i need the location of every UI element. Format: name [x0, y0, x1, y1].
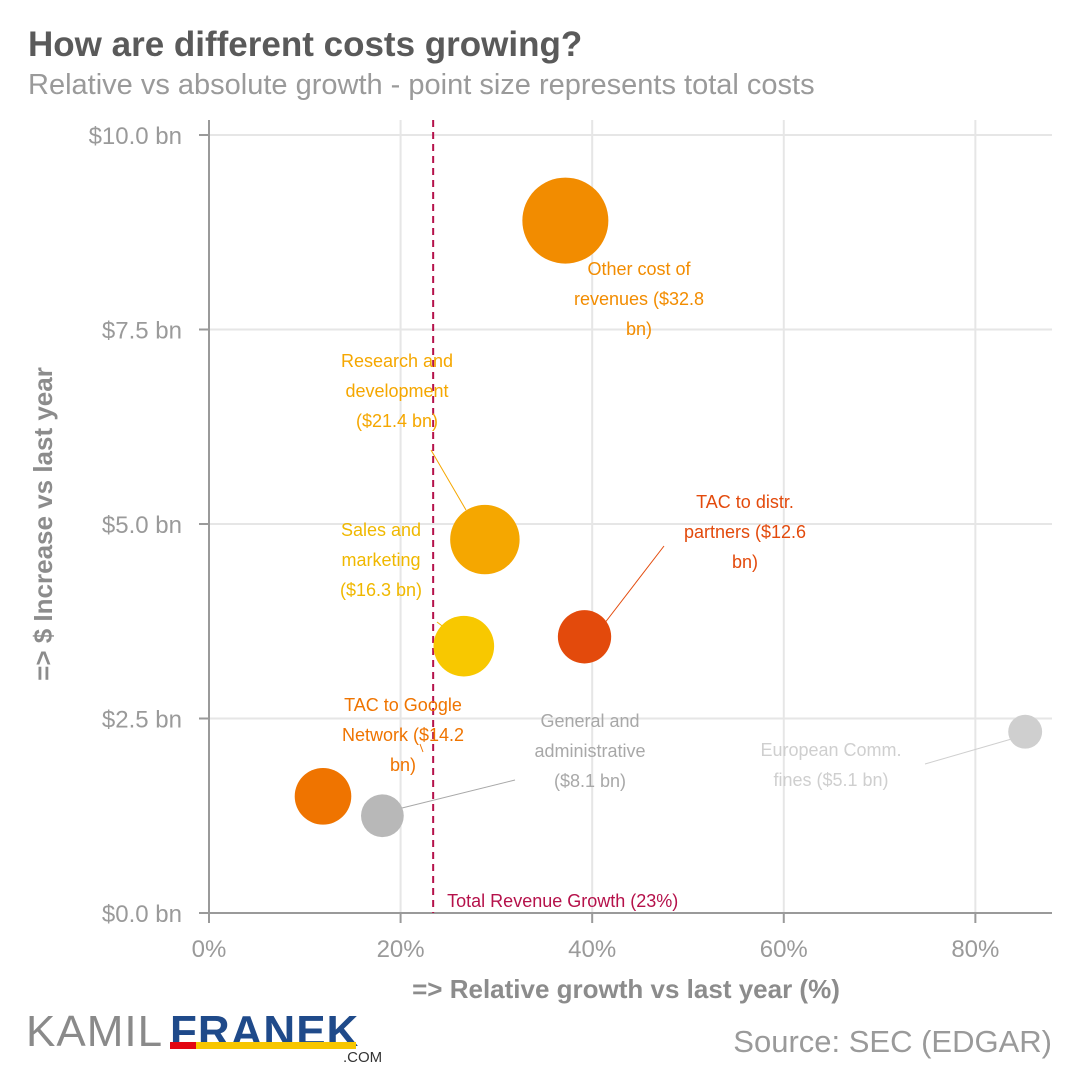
point-label: European Comm. — [760, 740, 901, 760]
point-label: Other cost of — [587, 259, 691, 279]
point-label: administrative — [534, 741, 645, 761]
point-label: Network ($14.2 — [342, 725, 464, 745]
reference-line-label: Total Revenue Growth (23%) — [447, 891, 678, 911]
data-point — [1008, 714, 1043, 749]
point-label: General and — [540, 711, 639, 731]
point-label: development — [345, 381, 448, 401]
point-label: revenues ($32.8 — [574, 289, 704, 309]
point-label: partners ($12.6 — [684, 522, 806, 542]
source-note: Source: SEC (EDGAR) — [733, 1024, 1052, 1059]
data-point — [361, 794, 404, 838]
x-tick-label: 80% — [951, 936, 999, 963]
x-tick-label: 60% — [760, 936, 808, 963]
data-points — [294, 177, 1043, 838]
point-label: Sales and — [341, 520, 421, 540]
leader-line — [924, 737, 1016, 765]
data-point — [433, 615, 495, 677]
point-label: bn) — [626, 319, 652, 339]
leader-line — [419, 743, 424, 753]
chart-subtitle: Relative vs absolute growth - point size… — [28, 69, 815, 101]
x-tick-label: 0% — [192, 936, 227, 963]
point-labels: Other cost of revenues ($32.8 bn) Research … — [340, 259, 902, 791]
x-tick-label: 20% — [377, 936, 425, 963]
y-tick-label: $5.0 bn — [102, 512, 182, 539]
logo-text-left: KAMIL — [26, 1007, 163, 1056]
point-label: ($21.4 bn) — [356, 411, 438, 431]
y-tick-label: $7.5 bn — [102, 318, 182, 345]
chart-title: How are different costs growing? — [28, 25, 582, 64]
leader-lines — [401, 449, 1016, 809]
point-label: ($8.1 bn) — [554, 771, 626, 791]
point-label: Research and — [341, 351, 453, 371]
brand-logo: KAMIL FRANEK .COM — [26, 1007, 382, 1066]
point-label: TAC to distr. — [696, 492, 794, 512]
x-axis-title: => Relative growth vs last year (%) — [412, 974, 840, 1004]
y-tick-label: $0.0 bn — [102, 901, 182, 928]
axes: $0.0 bn $2.5 bn $5.0 bn $7.5 bn $10.0 bn 0% 20… — [89, 120, 1052, 963]
leader-line — [603, 545, 665, 625]
point-label: ($16.3 bn) — [340, 580, 422, 600]
logo-flag-red — [170, 1042, 196, 1049]
point-label: marketing — [341, 550, 420, 570]
reference-line-group: Total Revenue Growth (23%) — [432, 120, 678, 913]
data-point — [557, 610, 612, 664]
leader-line — [430, 449, 467, 511]
y-tick-label: $10.0 bn — [89, 123, 182, 150]
logo-suffix: .COM — [343, 1049, 382, 1066]
y-tick-label: $2.5 bn — [102, 707, 182, 734]
point-label: bn) — [732, 552, 758, 572]
point-label: bn) — [390, 755, 416, 775]
point-label: fines ($5.1 bn) — [773, 770, 888, 790]
x-tick-label: 40% — [568, 936, 616, 963]
point-label: TAC to Google — [344, 695, 462, 715]
logo-flag-yellow — [196, 1042, 356, 1049]
leader-line — [401, 779, 516, 809]
data-point — [522, 177, 609, 264]
y-axis-title: => $ Increase vs last year — [28, 367, 58, 681]
data-point — [294, 768, 352, 825]
data-point — [450, 504, 520, 575]
